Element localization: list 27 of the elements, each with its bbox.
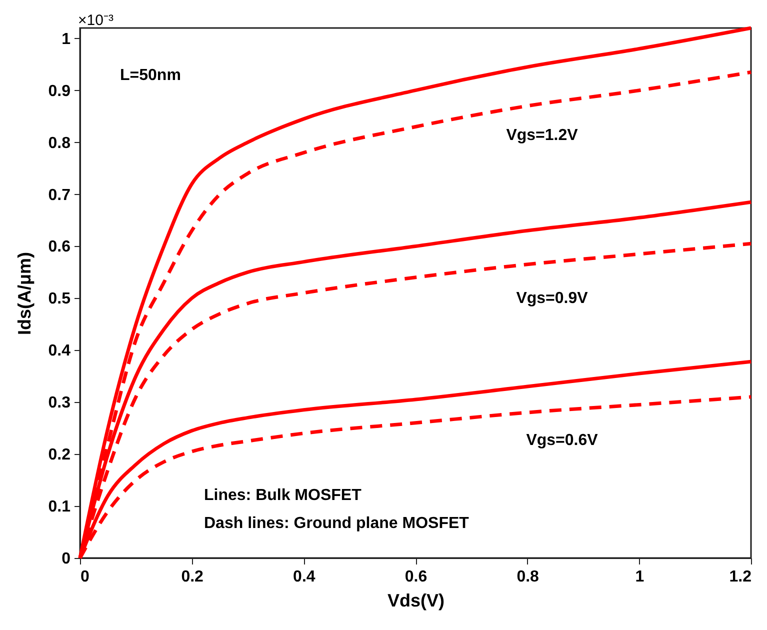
y-tick-label: 0.2 xyxy=(48,446,71,464)
y-tick-label: 0.8 xyxy=(48,134,71,152)
annotation: Vgs=0.9V xyxy=(516,290,588,307)
y-axis-title: Ids(A/μm) xyxy=(14,252,34,336)
y-tick-label: 0.6 xyxy=(48,238,71,256)
y-tick-label: 1 xyxy=(62,30,71,48)
x-tick-label: 1 xyxy=(635,568,644,586)
x-axis-title: Vds(V) xyxy=(387,590,445,610)
y-tick-label: 0.9 xyxy=(48,82,71,100)
y-tick-label: 0.1 xyxy=(48,498,71,516)
y-tick-label: 0.5 xyxy=(48,290,71,308)
y-tick-label: 0.3 xyxy=(48,394,71,412)
x-tick-label: 0.8 xyxy=(516,568,540,586)
x-tick-label: 0.6 xyxy=(404,568,428,586)
annotation: Dash lines: Ground plane MOSFET xyxy=(204,515,470,532)
x-tick-label: 0.4 xyxy=(293,568,316,586)
y-tick-label: 0.4 xyxy=(48,342,71,360)
x-tick-label: 1.2 xyxy=(729,568,752,586)
annotation: Lines: Bulk MOSFET xyxy=(204,487,362,504)
y-tick-label: 0.7 xyxy=(48,186,71,204)
annotation: Vgs=1.2V xyxy=(506,127,578,144)
x-tick-label: 0.2 xyxy=(181,568,204,586)
annotation: Vgs=0.6V xyxy=(526,432,598,449)
annotation: ×10⁻³ xyxy=(78,12,114,29)
x-tick-label: 0 xyxy=(80,568,90,586)
annotation: L=50nm xyxy=(120,67,181,84)
y-tick-label: 0 xyxy=(62,550,71,568)
